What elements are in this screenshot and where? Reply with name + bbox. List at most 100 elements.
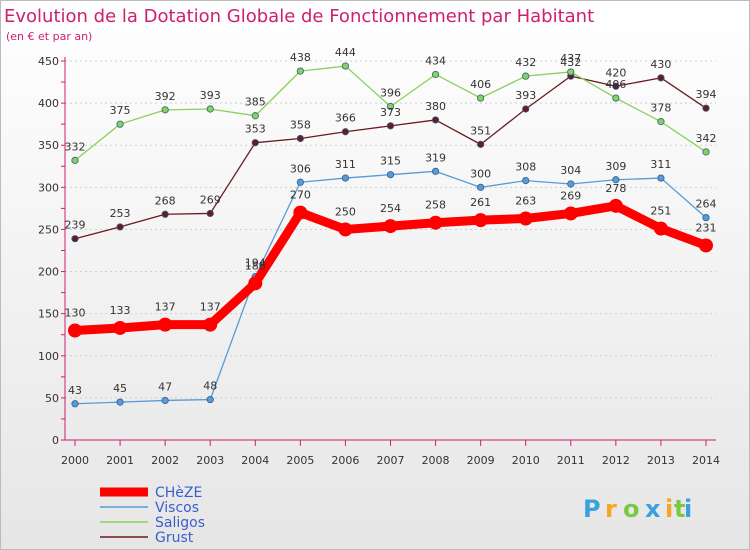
legend-label: Grust [155, 530, 194, 546]
series-group [68, 62, 713, 408]
data-point-saligos [71, 156, 79, 164]
x-tick-label: 2004 [241, 454, 269, 467]
data-label-viscos: 45 [113, 382, 127, 395]
data-point-grust [161, 210, 169, 218]
data-label-grust: 351 [470, 124, 491, 137]
data-point-ch-ze [653, 221, 668, 236]
data-label-viscos: 315 [380, 155, 401, 168]
data-label-grust: 420 [605, 66, 626, 79]
data-label-viscos: 304 [560, 164, 581, 177]
data-point-ch-ze [203, 317, 218, 332]
data-label-saligos: 434 [425, 54, 446, 67]
data-point-saligos [341, 62, 350, 70]
data-point-saligos [296, 67, 304, 75]
data-point-ch-ze [248, 276, 263, 291]
data-label-saligos: 385 [245, 96, 266, 109]
x-tick-label: 2000 [61, 454, 89, 467]
data-label-ch-ze: 254 [380, 202, 401, 215]
data-label-viscos: 319 [425, 151, 446, 164]
data-point-ch-ze [608, 198, 623, 213]
data-point-ch-ze [338, 222, 353, 237]
y-tick-label: 300 [38, 181, 59, 194]
data-point-ch-ze [158, 317, 173, 332]
logo-letter: x [645, 495, 661, 523]
axes: 0 50 100 150 200 250 300 350 400 450 2000 2001 2002 2… [38, 55, 720, 467]
data-label-saligos: 378 [650, 102, 671, 115]
data-label-saligos: 396 [380, 86, 401, 99]
data-point-grust [206, 209, 214, 218]
data-point-viscos [567, 180, 575, 188]
logo-letter: r [605, 495, 617, 523]
data-label-saligos: 406 [470, 78, 491, 91]
data-point-viscos [71, 400, 79, 408]
data-point-saligos [657, 118, 665, 126]
data-point-viscos [341, 174, 350, 182]
data-point-viscos [386, 171, 395, 179]
y-tick-label: 50 [45, 392, 59, 405]
data-label-grust: 268 [155, 194, 176, 207]
data-label-grust: 430 [650, 58, 671, 71]
x-tick-label: 2012 [602, 454, 630, 467]
data-point-ch-ze [113, 320, 128, 335]
data-label-viscos: 306 [290, 162, 311, 175]
x-tick-label: 2009 [467, 454, 495, 467]
y-tick-label: 100 [38, 350, 59, 363]
data-point-ch-ze [563, 206, 578, 221]
data-point-ch-ze [68, 323, 82, 338]
data-point-viscos [612, 176, 620, 184]
data-label-saligos: 392 [155, 90, 176, 103]
data-label-ch-ze: 261 [470, 196, 491, 209]
data-point-grust [71, 235, 79, 243]
data-point-viscos [657, 174, 665, 182]
data-point-grust [251, 139, 259, 147]
data-label-grust: 239 [65, 219, 86, 232]
y-tick-label: 450 [38, 55, 59, 68]
data-point-saligos [251, 112, 259, 120]
data-label-saligos: 444 [335, 46, 356, 59]
data-label-ch-ze: 133 [110, 304, 131, 317]
data-label-viscos: 311 [335, 158, 356, 171]
data-point-viscos [702, 214, 710, 222]
legend-label: Viscos [155, 500, 199, 516]
data-label-grust: 358 [290, 118, 311, 131]
data-label-ch-ze: 137 [200, 301, 221, 314]
data-point-saligos [612, 94, 620, 102]
data-label-ch-ze: 250 [335, 205, 356, 218]
data-label-ch-ze: 231 [696, 221, 717, 234]
x-tick-label: 2005 [286, 454, 314, 467]
logo-letter: i [684, 495, 692, 523]
data-label-viscos: 311 [650, 158, 671, 171]
data-label-viscos: 309 [605, 160, 626, 173]
data-label-saligos: 432 [515, 56, 536, 69]
x-tick-label: 2014 [692, 454, 720, 467]
x-tick-label: 2007 [377, 454, 405, 467]
data-label-grust: 393 [515, 89, 536, 102]
data-point-viscos [431, 167, 440, 175]
data-label-saligos: 332 [65, 140, 86, 153]
data-point-grust [702, 104, 710, 112]
data-point-ch-ze [293, 205, 308, 220]
data-point-grust [386, 122, 395, 130]
data-label-ch-ze: 251 [650, 205, 671, 218]
data-label-saligos: 342 [696, 132, 717, 145]
data-point-viscos [477, 183, 485, 191]
legend-label: CHèZE [155, 485, 202, 501]
logo-letter: o [623, 495, 640, 523]
data-label-viscos: 194 [245, 257, 266, 270]
data-point-saligos [161, 106, 169, 114]
data-label-viscos: 264 [696, 198, 717, 211]
data-point-grust [341, 128, 350, 136]
data-label-saligos: 437 [560, 52, 581, 65]
data-label-viscos: 47 [158, 380, 172, 393]
data-point-viscos [116, 398, 124, 406]
data-point-grust [657, 74, 665, 82]
data-label-viscos: 48 [203, 380, 217, 393]
data-label-grust: 432 [560, 56, 581, 69]
y-tick-label: 150 [38, 308, 59, 321]
x-tick-label: 2013 [647, 454, 675, 467]
data-label-saligos: 375 [110, 104, 131, 117]
data-point-ch-ze [518, 211, 533, 226]
